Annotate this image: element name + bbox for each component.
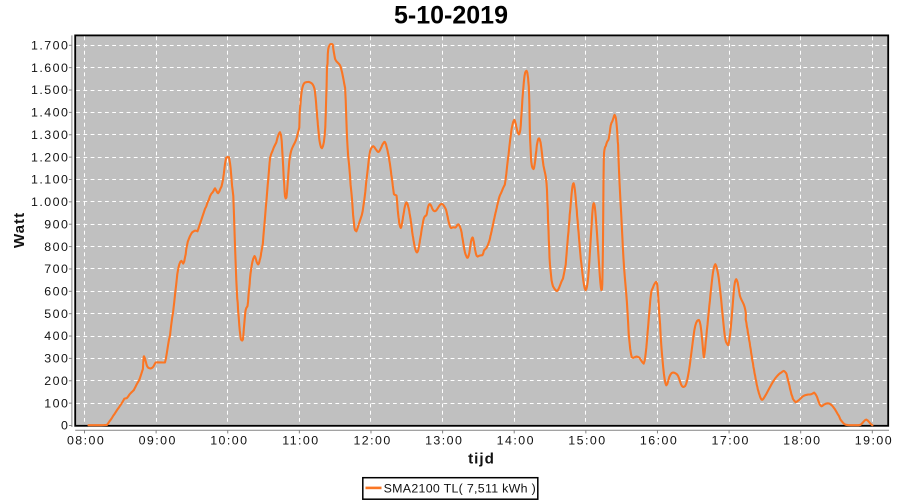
svg-text:18:00: 18:00: [783, 434, 821, 448]
svg-text:200: 200: [44, 374, 69, 388]
svg-text:1.700: 1.700: [31, 39, 69, 53]
svg-text:1.300: 1.300: [31, 128, 69, 142]
svg-text:5-10-2019: 5-10-2019: [394, 2, 508, 30]
svg-text:14:00: 14:00: [497, 434, 535, 448]
svg-text:1.400: 1.400: [31, 106, 69, 120]
svg-text:800: 800: [44, 240, 69, 254]
svg-text:13:00: 13:00: [425, 434, 463, 448]
svg-text:100: 100: [44, 396, 69, 410]
svg-text:19:00: 19:00: [855, 434, 893, 448]
svg-text:400: 400: [44, 329, 69, 343]
svg-text:11:00: 11:00: [282, 434, 319, 448]
svg-text:500: 500: [44, 307, 69, 321]
svg-text:0: 0: [61, 419, 69, 433]
svg-text:600: 600: [44, 285, 69, 299]
svg-text:Watt: Watt: [11, 212, 28, 248]
svg-text:SMA2100 TL( 7,511 kWh ): SMA2100 TL( 7,511 kWh ): [384, 482, 536, 496]
svg-text:15:00: 15:00: [568, 434, 606, 448]
svg-text:1.100: 1.100: [31, 173, 69, 187]
svg-text:17:00: 17:00: [712, 434, 750, 448]
svg-text:300: 300: [44, 352, 69, 366]
svg-text:09:00: 09:00: [139, 434, 177, 448]
svg-text:16:00: 16:00: [640, 434, 678, 448]
svg-text:900: 900: [44, 217, 69, 231]
svg-text:1.500: 1.500: [31, 83, 69, 97]
svg-text:08:00: 08:00: [67, 434, 105, 448]
svg-text:1.000: 1.000: [31, 195, 69, 209]
svg-text:700: 700: [44, 262, 69, 276]
svg-text:12:00: 12:00: [353, 434, 391, 448]
svg-text:1.600: 1.600: [31, 61, 69, 75]
svg-text:tijd: tijd: [468, 451, 495, 468]
svg-text:1.200: 1.200: [31, 150, 69, 164]
svg-text:10:00: 10:00: [210, 434, 248, 448]
